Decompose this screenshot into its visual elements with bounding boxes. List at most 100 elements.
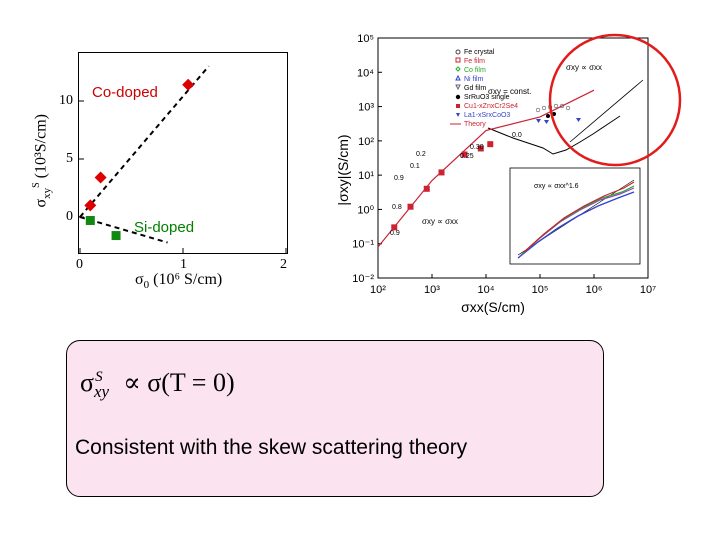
cuzncrse-point [391, 224, 398, 231]
formula: σxyS ∝ σ(T = 0) [80, 368, 235, 402]
annot-0-2: 0.2 [416, 151, 426, 158]
legend-label-fe-crystal: Fe crystal [464, 49, 495, 56]
ytick-label-10: 10 [59, 93, 73, 108]
right-y-ticks: 10⁵ 10⁴ 10³ 10² 10¹ 10⁰ 10⁻¹ 10⁻² [352, 33, 382, 285]
right-plot-data: σxy = const. σxy ∝ σxx 0.0 0.30 0.25 0.2… [377, 63, 644, 248]
formula-sigma: σ [80, 368, 95, 397]
inset-plot: σxy ∝ σxx^1.6 [509, 167, 641, 265]
legend-label-theory: Theory [464, 121, 486, 128]
srruo3-point [546, 114, 550, 118]
right-x-axis-label: σxx(S/cm) [461, 299, 525, 315]
cluster-other-points [535, 103, 571, 113]
xtick-label-1: 1 [180, 257, 187, 272]
cuzncrse-point [423, 185, 430, 192]
annot-const: σxy = const. [488, 87, 531, 96]
xtick-label-0: 0 [76, 257, 83, 272]
cuzncrse-points [391, 141, 494, 231]
ytick-label-5: 5 [66, 151, 73, 166]
legend-label-fe-film: Fe film [464, 58, 485, 65]
left-scatter-plot [78, 65, 287, 254]
inset-annotation: σxy ∝ σxx^1.6 [534, 183, 579, 190]
right-ytick-label: 10⁰ [357, 204, 374, 216]
inset-curve-blue [517, 191, 635, 259]
legend-fe-crystal: Fe crystal [455, 49, 495, 56]
right-xtick-label: 10⁷ [640, 284, 656, 296]
conclusion-text: Consistent with the skew scattering theo… [75, 436, 468, 459]
co-doped-point [84, 199, 97, 212]
right-y-axis-label: |σxy|(S/cm) [338, 134, 351, 205]
lasrcoo3-point [576, 118, 581, 122]
right-loglog-figure: 10⁵ 10⁴ 10³ 10² 10¹ 10⁰ 10⁻¹ 10⁻² 10² 10³ 10⁴ 10⁵ 1… [335, 30, 658, 320]
cluster-point [565, 105, 571, 111]
co-doped-point [182, 78, 195, 91]
left-fit-line-1 [79, 65, 210, 218]
srruo3-points [546, 112, 556, 118]
right-xtick-label: 10⁴ [478, 284, 495, 296]
legend-gd-film: Gd film [455, 84, 486, 92]
lasrcoo3-point [536, 119, 541, 123]
legend-co-film: Co film [455, 66, 486, 74]
co-doped-point [94, 171, 107, 184]
right-ytick-label: 10² [358, 136, 374, 148]
legend-cuzncrse: Cu1-xZnxCr2Se4 [456, 103, 518, 110]
annotation-si-doped: Si-doped [134, 219, 195, 236]
xlabel-sigma: σ [135, 271, 144, 288]
highlight-circle-ring [548, 33, 682, 167]
right-ytick-label: 10⁵ [357, 33, 374, 45]
legend-srruo3: SrRuO3 single [455, 94, 510, 101]
formula-rest: ∝ σ(T = 0) [123, 368, 235, 397]
annot-linear-top: σxy ∝ σxx [566, 63, 602, 72]
si-doped-point [85, 215, 95, 225]
annot-0-30: 0.30 [470, 144, 484, 151]
cuzncrse-point [487, 141, 494, 148]
cluster-point [553, 103, 559, 109]
cuzncrse-point [407, 203, 414, 210]
right-ytick-label: 10⁴ [357, 67, 374, 79]
inset-curve-red [523, 181, 635, 253]
si-doped-point [111, 231, 121, 241]
annot-linear-bottom: σxy ∝ σxx [422, 217, 458, 226]
annot-0-0: 0.0 [512, 132, 522, 139]
cuzncrse-point [477, 145, 484, 152]
lasrcoo3-points [536, 118, 581, 124]
cluster-point [559, 103, 565, 109]
right-xtick-label: 10⁶ [586, 284, 603, 296]
legend-label-srruo3: SrRuO3 single [464, 94, 510, 101]
legend-label-ni-film: Ni film [464, 76, 484, 83]
left-fit-line-2 [79, 216, 168, 244]
legend-label-lasrcoo3: La1-xSrxCoO3 [464, 112, 510, 119]
ylabel-unit: (10³S/cm) [32, 113, 50, 179]
right-ytick-label: 10⁻¹ [352, 239, 374, 251]
cuzncrse-point [461, 151, 468, 158]
lasrcoo3-point [544, 120, 549, 124]
legend-ni-film: Ni film [455, 74, 484, 83]
right-legend: Fe crystal Fe film Co film Ni film Gd fi… [450, 49, 518, 128]
conclusion-box [66, 340, 604, 497]
annot-0-9-a: 0.9 [394, 175, 404, 182]
annot-0-1: 0.1 [410, 163, 420, 170]
annot-0-9-b: 0.9 [390, 230, 400, 237]
annot-0-25: 0.25 [460, 153, 474, 160]
legend-lasrcoo3: La1-xSrxCoO3 [456, 112, 510, 119]
right-xtick-label: 10³ [424, 284, 440, 296]
theory-curve [377, 89, 595, 248]
cluster-point [535, 107, 541, 113]
right-xtick-label: 10² [370, 284, 386, 296]
formula-sup: S [95, 369, 103, 386]
xtick-label-2: 2 [280, 257, 287, 272]
ytick-label-0: 0 [66, 209, 73, 224]
right-ytick-label: 10⁻² [352, 273, 374, 285]
left-y-axis-label: σxyS (10³S/cm) [31, 91, 53, 231]
annotation-co-doped: Co-doped [92, 84, 158, 101]
srruo3-point [552, 112, 556, 116]
cluster-point [541, 105, 547, 111]
legend-fe-film: Fe film [455, 57, 485, 65]
legend-label-gd-film: Gd film [464, 85, 486, 92]
inset-frame [509, 167, 641, 265]
legend-theory: Theory [450, 121, 486, 128]
legend-label-cuzncrse: Cu1-xZnxCr2Se4 [464, 103, 518, 110]
ylabel-sub: xy [40, 187, 53, 199]
ylabel-sup: S [31, 182, 43, 188]
xlabel-sub: 0 [143, 279, 150, 292]
right-x-ticks: 10² 10³ 10⁴ 10⁵ 10⁶ 10⁷ [370, 274, 656, 296]
